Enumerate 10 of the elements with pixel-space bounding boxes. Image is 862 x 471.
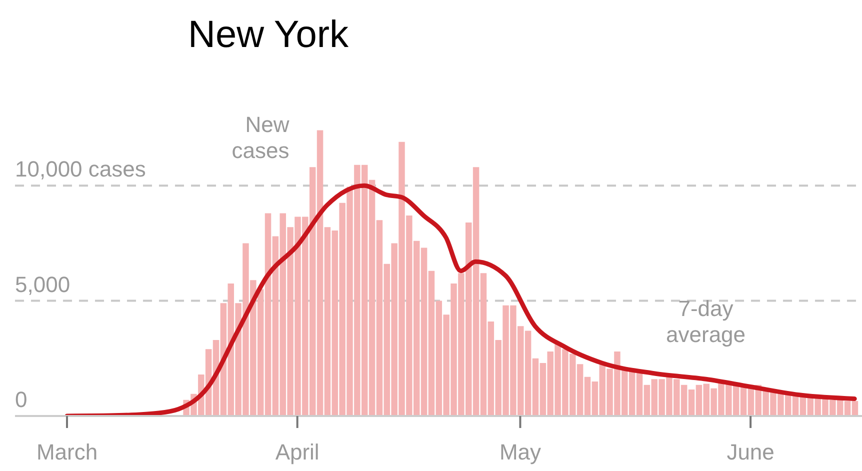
- y-tick-label: 5,000: [15, 272, 70, 297]
- x-tick-label: June: [726, 440, 774, 465]
- series-label: 7-day average: [665, 296, 747, 348]
- x-tick-label: April: [275, 440, 320, 465]
- series-label: New cases: [230, 112, 290, 164]
- y-tick-label: 0: [15, 387, 28, 412]
- x-tick-label: May: [499, 440, 542, 465]
- y-tick-label: 10,000 cases: [15, 156, 146, 182]
- chart-title: New York: [188, 14, 349, 57]
- x-tick-label: March: [36, 440, 98, 465]
